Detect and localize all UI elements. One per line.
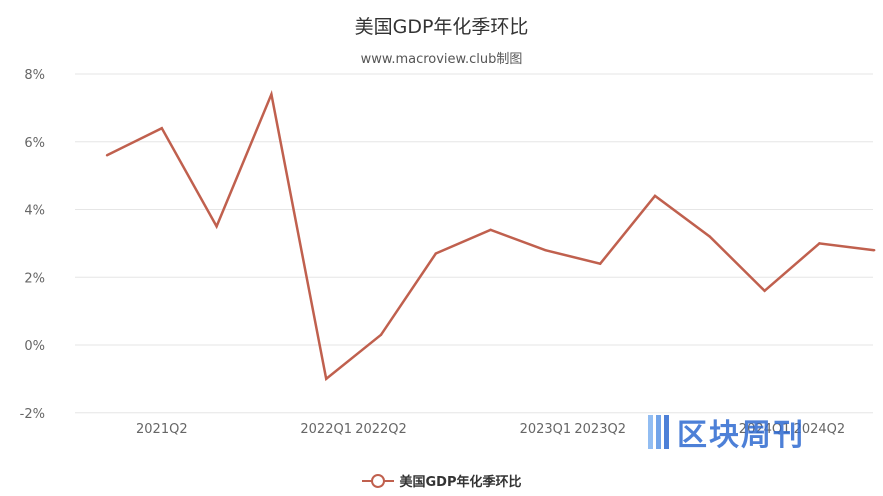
y-axis: 8% 6% 4% 2% 0% -2% xyxy=(20,68,45,422)
legend-label: 美国GDP年化季环比 xyxy=(399,475,522,490)
data-point[interactable] xyxy=(544,248,547,252)
data-point[interactable] xyxy=(708,235,711,238)
data-point[interactable] xyxy=(489,228,492,232)
watermark-text: 区块周刊 xyxy=(677,418,805,453)
x-tick-label: 2023Q1 xyxy=(520,422,572,437)
x-axis: 2021Q2 2022Q1 2022Q2 2023Q1 2023Q2 2024Q1 2024… xyxy=(136,422,845,437)
data-point[interactable] xyxy=(818,242,821,245)
data-point[interactable] xyxy=(215,225,218,228)
x-tick-label: 2024Q1 xyxy=(739,422,791,437)
series-line[interactable] xyxy=(106,89,875,382)
y-tick-label: 2% xyxy=(24,271,45,286)
data-point[interactable] xyxy=(763,289,766,292)
watermark: 区块周刊 xyxy=(648,410,805,454)
legend[interactable]: 美国GDP年化季环比 xyxy=(0,471,883,492)
legend-marker-icon xyxy=(361,473,394,488)
y-tick-label: 8% xyxy=(24,68,45,83)
chart-title: 美国GDP年化季环比 xyxy=(354,16,529,38)
x-tick-label: 2024Q2 xyxy=(794,422,846,437)
data-point[interactable] xyxy=(873,248,876,252)
y-tick-label: -2% xyxy=(20,407,45,422)
data-point[interactable] xyxy=(105,154,109,157)
x-tick-label: 2021Q2 xyxy=(136,422,188,437)
watermark-logo-icon xyxy=(648,415,669,449)
y-tick-label: 0% xyxy=(24,339,45,354)
data-point[interactable] xyxy=(599,262,602,265)
y-tick-label: 4% xyxy=(24,204,45,219)
data-point[interactable] xyxy=(325,377,328,381)
y-tick-label: 6% xyxy=(24,136,45,151)
x-tick-label: 2023Q2 xyxy=(574,422,626,437)
data-point[interactable] xyxy=(379,333,383,337)
data-point[interactable] xyxy=(653,194,657,198)
grid xyxy=(75,73,873,414)
data-point[interactable] xyxy=(160,127,163,130)
x-tick-label: 2022Q2 xyxy=(355,422,407,437)
x-tick-label: 2022Q1 xyxy=(300,422,352,437)
chart-subtitle: www.macroview.club制图 xyxy=(360,52,523,67)
series-layer xyxy=(105,89,876,382)
data-point[interactable] xyxy=(434,252,437,255)
data-point[interactable] xyxy=(270,93,273,96)
